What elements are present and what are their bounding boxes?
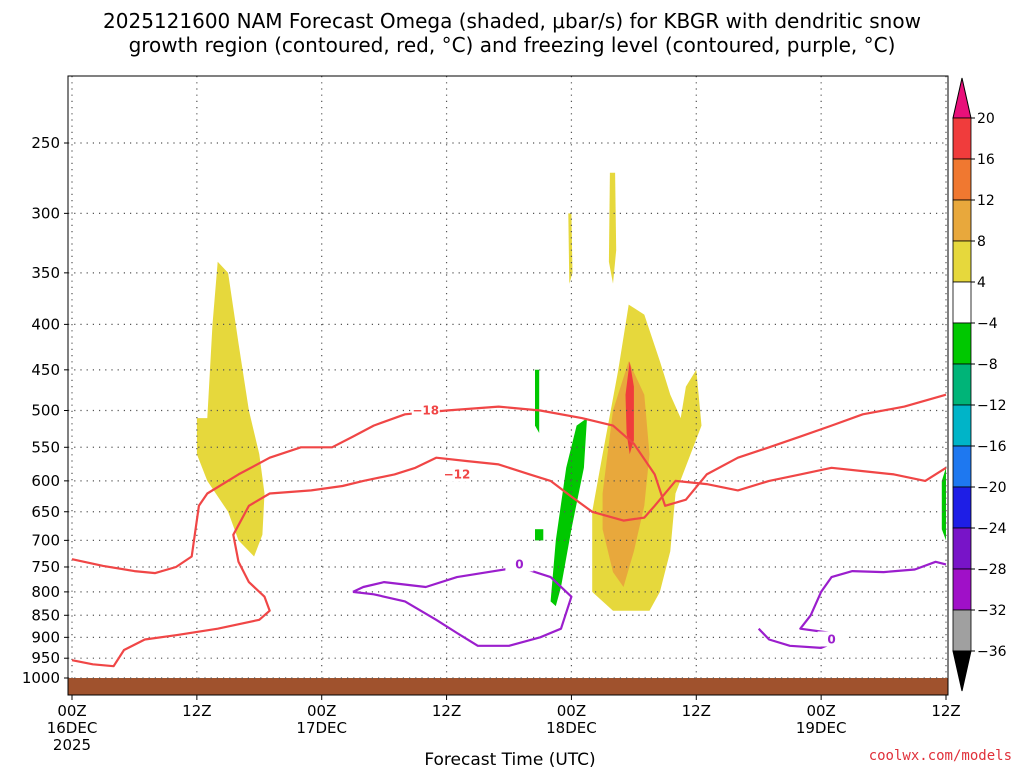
y-tick-label-900: 900 [31,628,60,646]
colorbar-segment-8 [952,445,972,488]
omega-region-descent-edge [941,467,946,541]
x-tick-label-12-0: 12Z [182,702,211,720]
colorbar-top-arrow [952,77,972,119]
omega-region-ascent-18dec-max [625,361,634,455]
chart-title-line1: 2025121600 NAM Forecast Omega (shaded, μ… [103,9,921,33]
y-tick-label-450: 450 [31,361,60,379]
y-tick-label-700: 700 [31,531,60,549]
colorbar-label-3: 8 [977,234,986,250]
omega-region-ascent-12z-16dec [196,261,265,557]
colorbar-label-11: −28 [977,562,1007,578]
y-tick-label-600: 600 [31,472,60,490]
credit-text: coolwx.com/models [869,748,1012,764]
plot-frame [67,75,949,696]
colorbar: 20 16 12 8 4 −4 −8 −12 −16 −20 −24 −28 −32 −36 [952,77,1007,692]
colorbar-label-13: −36 [977,644,1007,660]
contour-label-bg-freezing-level-0 [505,556,534,572]
x-tick-label-48-1: 18DEC [546,719,597,737]
colorbar-label-2: 12 [977,193,995,209]
x-tick-label-0-0: 00Z [57,702,86,720]
colorbar-segment-11 [952,568,972,611]
colorbar-label-10: −24 [977,521,1007,537]
chart-title-line2: growth region (contoured, red, °C) and f… [129,33,896,57]
y-tick-label-800: 800 [31,583,60,601]
terrain-ground [68,678,948,695]
contour-freezing-level-0 [352,565,573,647]
contour-label-freezing-level-0-east: 0 [827,632,835,646]
colorbar-segment-4 [952,281,972,324]
colorbar-segment-10 [952,527,972,570]
colorbar-label-5: −4 [977,316,998,332]
colorbar-segment-6 [952,363,972,406]
x-tick-label-24-0: 00Z [307,702,336,720]
x-axis-label: Forecast Time (UTC) [424,750,595,768]
x-tick-label-0-1: 16DEC [47,719,98,737]
y-tick-label-850: 850 [31,606,60,624]
omega-region-descent-small-b [535,529,544,541]
contour-dgz-lower-12 [71,456,947,668]
contour-label-bg-dgz-lower-12 [442,466,471,482]
colorbar-segment-5 [952,322,972,365]
colorbar-label-7: −12 [977,398,1007,414]
x-tick-label-36-0: 12Z [432,702,461,720]
colorbar-segment-12 [952,609,972,652]
colorbar-segment-2 [952,199,972,242]
colorbar-bottom-arrow [952,650,972,692]
x-tick-label-72-1: 19DEC [796,719,847,737]
y-tick-label-300: 300 [31,204,60,222]
contour-label-bg-dgz-upper-18 [411,402,440,418]
contour-freezing-level-0-east [757,560,947,649]
x-tick-label-60-0: 12Z [682,702,711,720]
colorbar-segment-9 [952,486,972,529]
x-tick-label-24-1: 17DEC [296,719,347,737]
omega-region-ascent-18dec-core [602,361,650,587]
y-tick-label-250: 250 [31,134,60,152]
omega-region-descent-small-a [535,369,540,433]
y-tick-label-1000: 1000 [22,669,60,687]
colorbar-segment-0 [952,117,972,160]
x-tick-label-84-0: 12Z [931,702,960,720]
colorbar-label-12: −32 [977,603,1007,619]
y-axis: 250 300 350 400 450 500 550 600 650 700 750 800 850 9… [22,134,68,687]
contour-label-bg-freezing-level-0-east [817,631,846,647]
colorbar-label-6: −8 [977,357,998,373]
colorbar-label-0: 20 [977,111,995,127]
colorbar-label-8: −16 [977,439,1007,455]
colorbar-segment-3 [952,240,972,283]
y-tick-label-350: 350 [31,264,60,282]
omega-region-descent-18dec [550,418,587,607]
contour-dgz-upper-18 [71,393,947,575]
y-tick-label-500: 500 [31,402,60,420]
colorbar-segment-1 [952,158,972,201]
colorbar-segment-7 [952,404,972,447]
omega-region-ascent-aloft-a [608,172,617,284]
colorbar-label-1: 16 [977,152,995,168]
contour-label-dgz-lower-12: −12 [444,467,471,481]
contour-label-freezing-level-0: 0 [515,557,523,571]
contour-label-dgz-upper-18: −18 [412,404,439,418]
omega-region-ascent-aloft-b [568,213,573,284]
y-tick-label-400: 400 [31,315,60,333]
plot-area: −18 −12 0 0 [68,76,948,695]
y-tick-label-550: 550 [31,438,60,456]
colorbar-label-9: −20 [977,480,1007,496]
y-tick-label-950: 950 [31,649,60,667]
y-tick-label-750: 750 [31,558,60,576]
y-tick-label-650: 650 [31,503,60,521]
x-tick-label-48-0: 00Z [557,702,586,720]
x-tick-label-0-2: 2025 [53,736,91,754]
x-tick-label-72-0: 00Z [806,702,835,720]
colorbar-label-4: 4 [977,275,986,291]
